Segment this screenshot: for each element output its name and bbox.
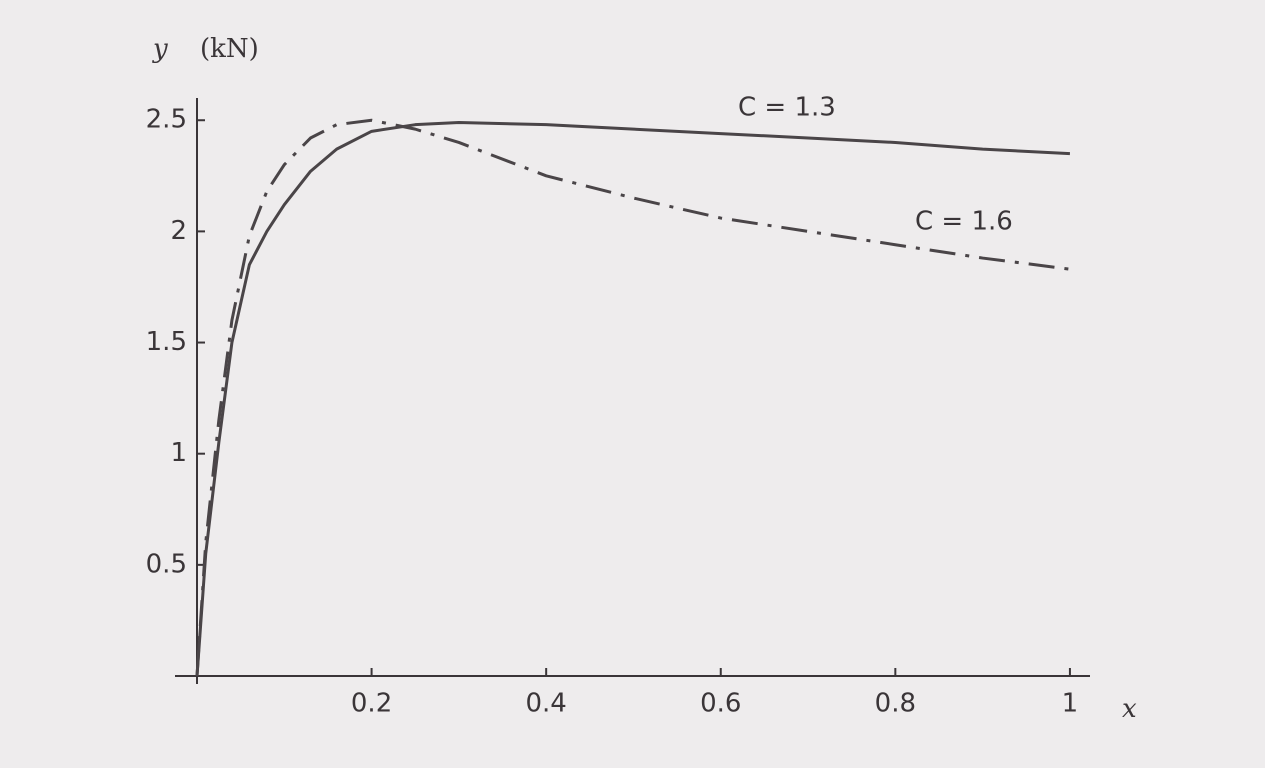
x-tick-label: 0.2 — [351, 689, 392, 719]
x-tick-label: 0.4 — [525, 689, 566, 719]
x-tick-label: 1 — [1062, 689, 1079, 719]
x-tick-label: 0.8 — [875, 689, 916, 719]
y-tick-label: 1.5 — [146, 327, 187, 357]
y-tick-label: 1 — [170, 438, 187, 468]
y-axis-unit: (kN) — [200, 34, 259, 64]
data-line — [195, 118, 1071, 677]
series-label: C = 1.6 — [915, 207, 1013, 237]
y-tick-label: 2.5 — [146, 105, 187, 135]
data-line — [195, 120, 1070, 677]
y-axis-label: y — [152, 34, 168, 64]
y-tick-label: 2 — [170, 216, 187, 246]
y-tick-label: 0.5 — [146, 549, 187, 579]
series-label: C = 1.3 — [738, 93, 836, 123]
x-axis-label: x — [1122, 694, 1137, 724]
x-tick-label: 0.6 — [700, 689, 741, 719]
